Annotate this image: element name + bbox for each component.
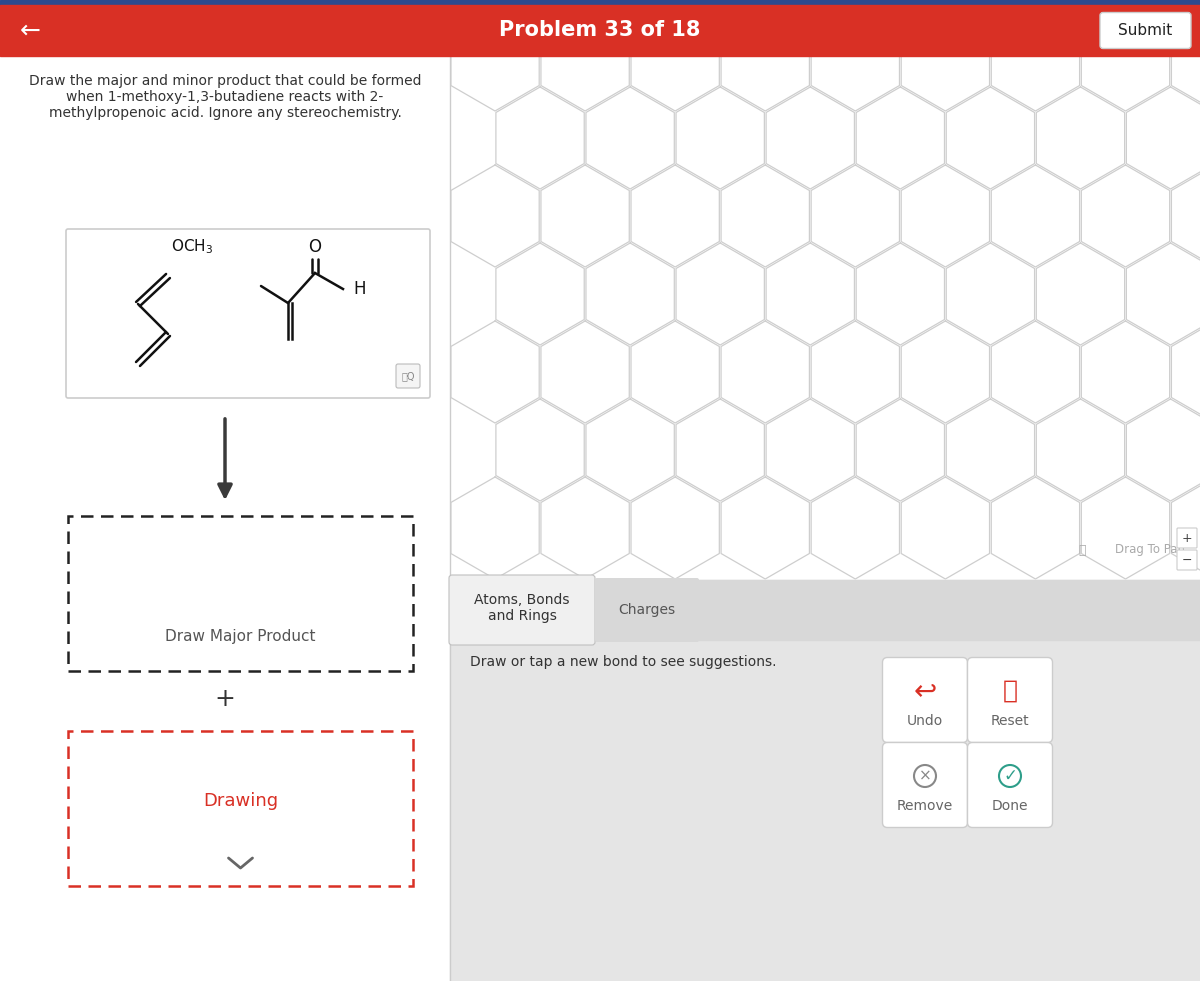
Text: Remove: Remove [896,799,953,813]
Text: ×: × [919,768,931,784]
Bar [450,56,1200,580]
Text: Reset: Reset [991,714,1030,728]
Text: Undo: Undo [907,714,943,728]
Text: O: O [308,238,322,256]
Text: Charges: Charges [618,603,676,617]
FancyBboxPatch shape [882,743,967,828]
Bar [450,580,1200,981]
Text: Submit: Submit [1118,23,1172,38]
Bar [68,731,413,886]
Text: 🗑: 🗑 [1002,679,1018,703]
Text: when 1-methoxy-1,3-butadiene reacts with 2-: when 1-methoxy-1,3-butadiene reacts with… [66,90,384,104]
FancyBboxPatch shape [1100,13,1190,48]
Text: Done: Done [991,799,1028,813]
FancyBboxPatch shape [967,657,1052,743]
Bar [0,5,1200,56]
FancyBboxPatch shape [1177,528,1198,548]
Text: +: + [215,687,235,711]
Text: ←: ← [19,19,41,42]
Text: 🔍Q: 🔍Q [401,371,415,381]
Text: Atoms, Bonds
and Rings: Atoms, Bonds and Rings [474,593,570,623]
Bar [0,0,1200,5]
FancyBboxPatch shape [595,578,698,642]
FancyBboxPatch shape [1177,550,1198,570]
Text: ✓: ✓ [1003,767,1016,785]
Text: H: H [353,280,366,298]
FancyBboxPatch shape [66,229,430,398]
FancyBboxPatch shape [396,364,420,388]
FancyBboxPatch shape [882,657,967,743]
Bar [450,580,1200,640]
FancyBboxPatch shape [967,743,1052,828]
Text: Draw the major and minor product that could be formed: Draw the major and minor product that co… [29,74,421,88]
Text: Drawing: Drawing [203,792,278,809]
Bar [68,516,413,671]
Text: Drag To Pan: Drag To Pan [1115,543,1186,556]
Text: Draw Major Product: Draw Major Product [166,629,316,644]
Text: OCH$_3$: OCH$_3$ [172,237,214,256]
Text: +: + [1182,532,1193,544]
Text: −: − [1182,553,1193,566]
Text: 🖐: 🖐 [1079,543,1086,556]
Text: Problem 33 of 18: Problem 33 of 18 [499,21,701,40]
Bar [0,56,450,981]
Text: ↩: ↩ [913,677,937,705]
Text: methylpropenoic acid. Ignore any stereochemistry.: methylpropenoic acid. Ignore any stereoc… [48,106,402,120]
FancyBboxPatch shape [449,575,595,645]
Text: Draw or tap a new bond to see suggestions.: Draw or tap a new bond to see suggestion… [470,655,776,669]
